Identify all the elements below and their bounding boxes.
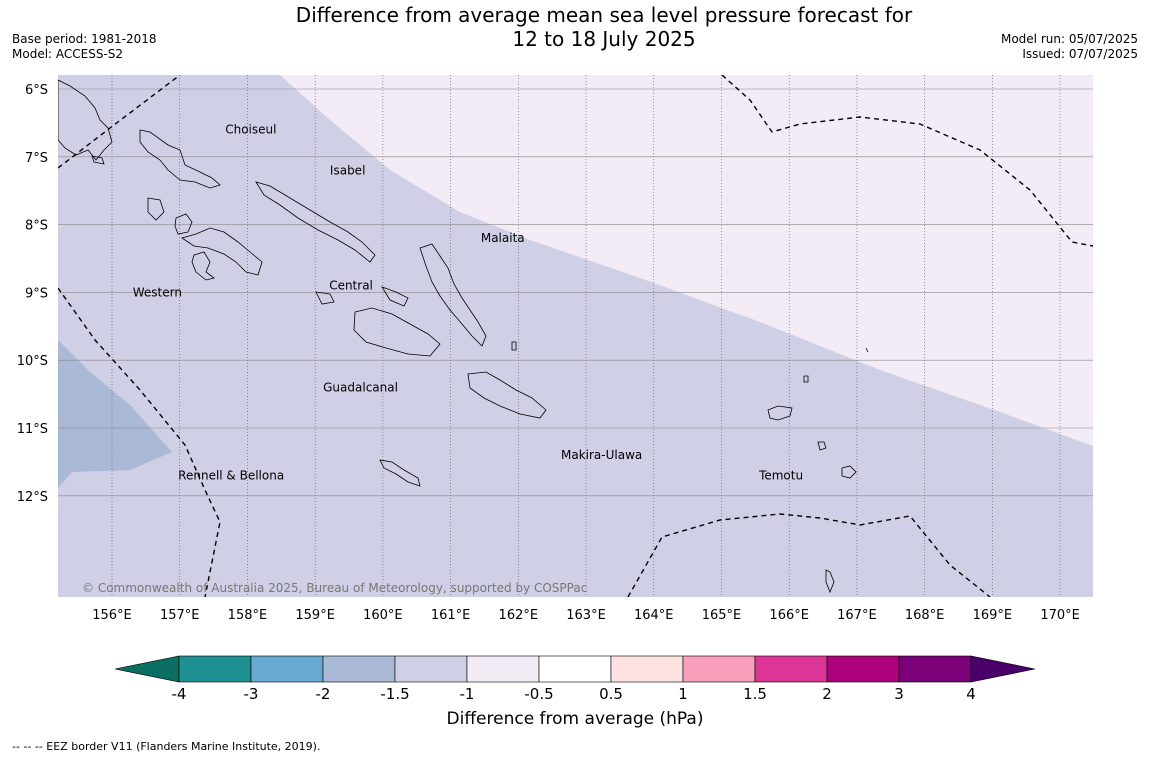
anomaly-field-minus-0-5 bbox=[280, 75, 1093, 446]
colorbar-tick-label: -1.5 bbox=[380, 685, 409, 703]
longitude-label: 168°E bbox=[905, 608, 945, 623]
colorbar-tick-label: 2 bbox=[822, 685, 832, 703]
colorbar-tick-label: 0.5 bbox=[599, 685, 623, 703]
longitude-label: 159°E bbox=[295, 608, 335, 623]
map-title: Difference from average mean sea level p… bbox=[0, 3, 1150, 51]
colorbar bbox=[114, 655, 1036, 683]
colorbar-ticks: -4 -3 -2 -1.5 -1 -0.5 0.5 1 1.5 2 3 4 bbox=[172, 685, 976, 703]
colorbar-bin bbox=[610, 655, 684, 683]
longitude-label: 156°E bbox=[92, 608, 132, 623]
colorbar-tick-label: 4 bbox=[966, 685, 976, 703]
issued-date: Issued: 07/07/2025 bbox=[1022, 47, 1138, 61]
longitude-label: 165°E bbox=[702, 608, 742, 623]
longitude-label: 161°E bbox=[431, 608, 471, 623]
region-label: Malaita bbox=[481, 231, 525, 245]
latitude-label: 7°S bbox=[25, 151, 48, 166]
colorbar-bin bbox=[754, 655, 828, 683]
longitude-axis: 156°E 157°E 158°E 159°E 160°E 161°E 162°E 163°E… bbox=[92, 608, 1080, 623]
region-label: Central bbox=[329, 279, 373, 293]
longitude-label: 162°E bbox=[499, 608, 539, 623]
colorbar-bin bbox=[394, 655, 468, 683]
colorbar-bin bbox=[538, 655, 612, 683]
region-label: Western bbox=[133, 285, 182, 299]
model-name: Model: ACCESS-S2 bbox=[12, 47, 124, 61]
colorbar-tick-label: -3 bbox=[244, 685, 259, 703]
copyright-notice: © Commonwealth of Australia 2025, Bureau… bbox=[82, 581, 587, 595]
anomaly-field-minus-2 bbox=[58, 340, 172, 488]
colorbar-over-arrow bbox=[970, 655, 1036, 683]
colorbar-bin bbox=[178, 655, 252, 683]
colorbar-under-arrow bbox=[114, 655, 180, 683]
meta-right: Model run: 05/07/2025 Issued: 07/07/2025 bbox=[1001, 32, 1138, 62]
longitude-label: 160°E bbox=[363, 608, 403, 623]
coastlines bbox=[58, 79, 869, 594]
longitude-label: 157°E bbox=[160, 608, 200, 623]
colorbar-tick-label: -2 bbox=[316, 685, 331, 703]
region-labels: Choiseul Isabel Malaita Western Central Guada… bbox=[133, 123, 803, 483]
longitude-label: 167°E bbox=[837, 608, 877, 623]
colorbar-bin bbox=[322, 655, 396, 683]
title-line-1: Difference from average mean sea level p… bbox=[295, 3, 913, 27]
longitude-label: 164°E bbox=[634, 608, 674, 623]
colorbar-bin bbox=[898, 655, 972, 683]
longitude-label: 169°E bbox=[973, 608, 1013, 623]
longitude-label: 166°E bbox=[769, 608, 809, 623]
colorbar-bin bbox=[250, 655, 324, 683]
longitude-label: 163°E bbox=[566, 608, 606, 623]
latitude-label: 6°S bbox=[25, 83, 48, 98]
colorbar-bin bbox=[466, 655, 540, 683]
colorbar-tick-label: -1 bbox=[460, 685, 475, 703]
map-area: Choiseul Isabel Malaita Western Central Guada… bbox=[58, 75, 1093, 597]
colorbar-bin bbox=[826, 655, 900, 683]
eez-footnote: -- -- -- EEZ border V11 (Flanders Marine… bbox=[12, 740, 321, 753]
latitude-label: 12°S bbox=[17, 490, 48, 505]
title-line-2: 12 to 18 July 2025 bbox=[512, 27, 696, 51]
region-label: Temotu bbox=[758, 468, 803, 482]
meta-left: Base period: 1981-2018 Model: ACCESS-S2 bbox=[12, 32, 157, 62]
region-label: Makira-Ulawa bbox=[561, 448, 642, 462]
longitude-label: 170°E bbox=[1040, 608, 1080, 623]
longitude-label: 158°E bbox=[228, 608, 268, 623]
latitude-label: 9°S bbox=[25, 286, 48, 301]
latitude-axis: 6°S 7°S 8°S 9°S 10°S 11°S 12°S bbox=[17, 83, 48, 505]
region-label: Isabel bbox=[330, 163, 365, 177]
colorbar-tick-label: 3 bbox=[894, 685, 904, 703]
base-period: Base period: 1981-2018 bbox=[12, 32, 157, 46]
model-run: Model run: 05/07/2025 bbox=[1000, 32, 1138, 46]
graticule bbox=[58, 75, 1093, 597]
colorbar-tick-label: -0.5 bbox=[524, 685, 553, 703]
colorbar-tick-label: 1 bbox=[678, 685, 688, 703]
colorbar-tick-label: -4 bbox=[172, 685, 187, 703]
region-label: Guadalcanal bbox=[323, 380, 398, 394]
latitude-label: 8°S bbox=[25, 219, 48, 234]
latitude-label: 10°S bbox=[17, 354, 48, 369]
colorbar-title: Difference from average (hPa) bbox=[446, 709, 704, 729]
region-label: Rennell & Bellona bbox=[178, 468, 284, 482]
colorbar-tick-label: 1.5 bbox=[743, 685, 767, 703]
latitude-label: 11°S bbox=[17, 422, 48, 437]
colorbar-bin bbox=[682, 655, 756, 683]
region-label: Choiseul bbox=[225, 123, 276, 137]
